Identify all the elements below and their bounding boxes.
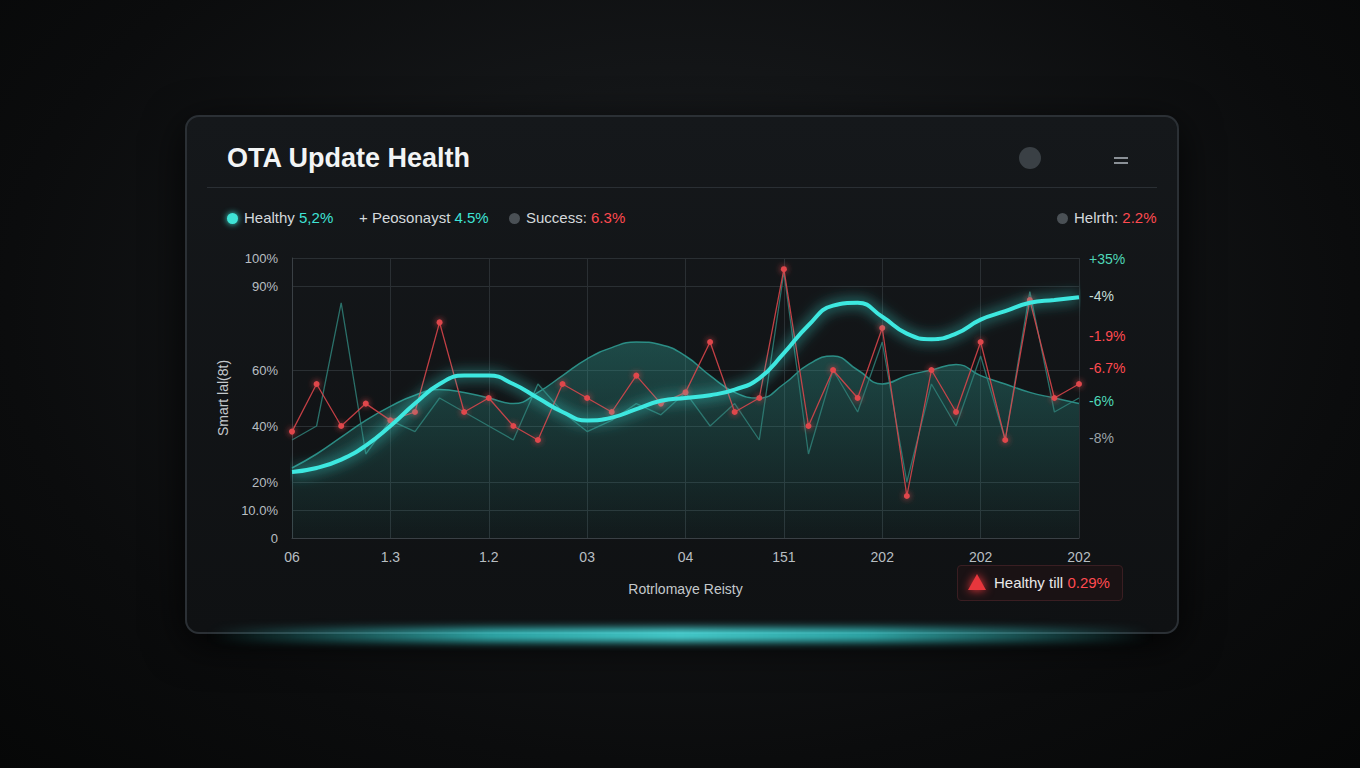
html-text:Success: 6.3%: Success: 6.3% xyxy=(526,209,626,226)
html-text:-6%: -6% xyxy=(1089,393,1114,409)
svg-text:90%: 90% xyxy=(252,279,278,294)
svg-text:20%: 20% xyxy=(252,475,278,490)
svg-text:04: 04 xyxy=(678,549,694,565)
html-text:Healthy till 0.29%: Healthy till 0.29% xyxy=(994,574,1110,591)
html-text:-8%: -8% xyxy=(1089,430,1114,446)
svg-text:06: 06 xyxy=(284,549,300,565)
svg-text:10.0%: 10.0% xyxy=(241,503,278,518)
svg-text:151: 151 xyxy=(772,549,796,565)
html-text:+35%: +35% xyxy=(1089,251,1126,267)
html-text:-1.9%: -1.9% xyxy=(1089,328,1126,344)
html-text:+ Peosonayst 4.5%: + Peosonayst 4.5% xyxy=(359,209,489,226)
html-text:Healthy 5,2%: Healthy 5,2% xyxy=(244,209,334,226)
svg-text:Rotrlomaye Reisty: Rotrlomaye Reisty xyxy=(628,581,742,597)
html-text:OTA Update Health: OTA Update Health xyxy=(227,143,470,173)
svg-text:0: 0 xyxy=(271,531,278,546)
svg-text:60%: 60% xyxy=(252,363,278,378)
svg-text:202: 202 xyxy=(1067,549,1091,565)
svg-text:1.2: 1.2 xyxy=(479,549,499,565)
svg-text:202: 202 xyxy=(969,549,993,565)
html-text:-4%: -4% xyxy=(1089,288,1114,304)
svg-text:100%: 100% xyxy=(245,251,279,266)
html-text:-6.7%: -6.7% xyxy=(1089,360,1126,376)
svg-text:1.3: 1.3 xyxy=(381,549,401,565)
svg-text:202: 202 xyxy=(871,549,895,565)
svg-text:Smart lal(8t): Smart lal(8t) xyxy=(215,360,231,436)
svg-text:03: 03 xyxy=(579,549,595,565)
svg-text:40%: 40% xyxy=(252,419,278,434)
html-text:Helrth: 2.2%: Helrth: 2.2% xyxy=(1074,209,1157,226)
